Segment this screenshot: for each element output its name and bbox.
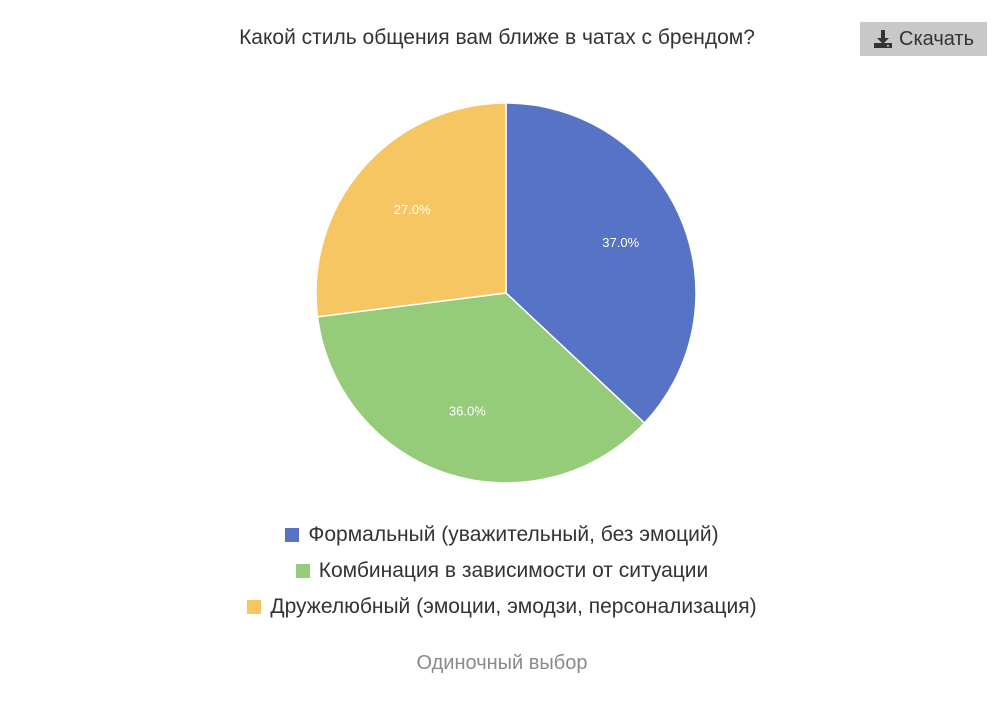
legend-swatch xyxy=(285,527,300,542)
legend-label: Комбинация в зависимости от ситуации xyxy=(318,559,709,582)
download-button[interactable]: Скачать xyxy=(860,22,987,56)
legend: Формальный (уважительный, без эмоций) Ком… xyxy=(0,521,1004,620)
download-icon xyxy=(873,29,893,49)
legend-item[interactable]: Комбинация в зависимости от ситуации xyxy=(295,557,709,584)
legend-item[interactable]: Дружелюбный (эмоции, эмодзи, персонализа… xyxy=(247,593,757,620)
legend-label: Дружелюбный (эмоции, эмодзи, персонализа… xyxy=(270,595,757,618)
pie-slice-3[interactable] xyxy=(315,102,507,318)
legend-item[interactable]: Формальный (уважительный, без эмоций) xyxy=(285,521,719,548)
slice-data-label: 36.0% xyxy=(449,403,486,418)
pie-slice-2[interactable] xyxy=(316,292,646,484)
download-label: Скачать xyxy=(899,27,974,50)
pie-chart: 37.0% 36.0% 27.0% xyxy=(315,102,697,484)
slice-data-label: 27.0% xyxy=(394,202,431,217)
question-type: Одиночный выбор xyxy=(416,652,588,674)
slice-data-label: 37.0% xyxy=(602,235,639,250)
chart-title: Какой стиль общения вам ближе в чатах с … xyxy=(239,26,755,49)
legend-swatch xyxy=(247,599,262,614)
legend-swatch xyxy=(295,563,310,578)
pie-slice-1[interactable] xyxy=(505,102,697,425)
legend-label: Формальный (уважительный, без эмоций) xyxy=(308,523,719,546)
